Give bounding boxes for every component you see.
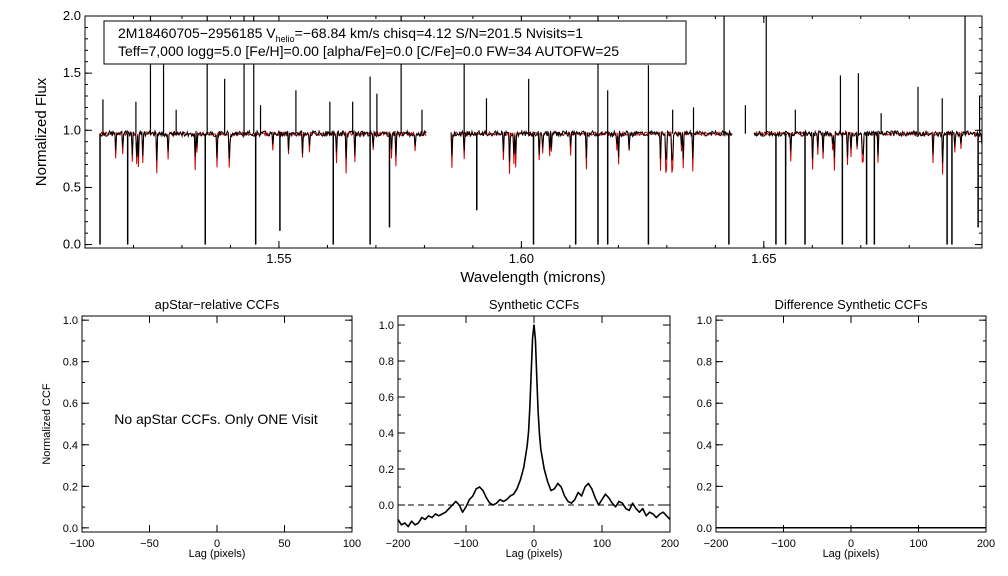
difference-ccf-axes-frame [715,315,987,533]
difference-ccf-y-tick-label: 0.8 [697,357,712,369]
synthetic-ccf-x-tick-label: 0 [531,538,537,550]
spectrum-y-tick-label: 1.5 [63,65,81,80]
synthetic-ccf-y-tick-label: 0.6 [379,392,394,404]
synthetic-ccf-panel: −200 −100 0 100 200 0.0 0.2 0.4 0.6 0.8 1.0 Synthe… [379,297,679,560]
spectrum-y-axis-label: Normalized Flux [33,77,50,186]
synthetic-ccf-axes-frame [397,315,671,533]
spectrum-x-axis-label: Wavelength (microns) [460,269,605,286]
spectrum-y-tick-label: 2.0 [63,8,81,23]
apstar-ccf-x-tick-label: 100 [343,538,361,550]
spectrum-x-tick-label: 1.55 [266,251,291,266]
difference-ccf-x-tick-label: −200 [704,538,729,550]
apstar-ccf-x-axis-label: Lag (pixels) [189,548,246,560]
model-spectrum-line [99,130,427,174]
apstar-ccf-y-tick-label: 0.8 [63,357,78,369]
synthetic-ccf-x-axis-label: Lag (pixels) [506,548,563,560]
spectrum-x-tick-label: 1.65 [751,251,776,266]
spectrum-y-tick-label: 0.5 [63,179,81,194]
difference-ccf-y-tick-label: 0.2 [697,481,712,493]
spectrum-axes-frame [84,15,983,249]
difference-ccf-x-axis-label: Lag (pixels) [823,548,880,560]
difference-ccf-title: Difference Synthetic CCFs [775,297,928,312]
spectrum-x-tick-label: 1.60 [509,251,534,266]
synthetic-ccf-y-tick-label: 0.0 [379,500,394,512]
info-box [103,20,687,65]
difference-ccf-x-tick-label: −100 [771,538,796,550]
difference-ccf-y-tick-label: 0.0 [697,523,712,535]
apstar-ccf-y-tick-label: 0.2 [63,481,78,493]
difference-ccf-y-tick-label: 1.0 [697,315,712,327]
synthetic-ccf-x-tick-label: 100 [593,538,611,550]
apstar-ccf-x-tick-label: −100 [70,538,95,550]
observed-spectrum-line [450,129,733,162]
apstar-ccf-y-tick-label: 0.0 [63,523,78,535]
model-spectrum-line [450,130,733,174]
difference-ccf-panel: −200 −100 0 100 200 0.0 0.2 0.4 0.6 0.8 1.0 Differ… [697,297,995,560]
difference-ccf-y-tick-label: 0.4 [697,440,712,452]
apstar-ccf-title: apStar−relative CCFs [155,297,280,312]
spectrum-panel: 1.55 1.60 1.65 0.0 0.5 1.0 1.5 2.0 2M18460705−2… [33,8,983,286]
apstar-ccf-ticks: −100 −50 0 50 100 0.0 0.2 0.4 0.6 0.8 1.0 [63,315,361,550]
synthetic-ccf-y-tick-label: 1.0 [379,320,394,332]
no-apstar-ccf-note: No apStar CCFs. Only ONE Visit [114,411,318,427]
synthetic-ccf-x-tick-label: −200 [386,538,411,550]
apstar-ccf-y-tick-label: 1.0 [63,315,78,327]
difference-ccf-x-tick-label: 200 [977,538,995,550]
synthetic-ccf-plot-area [397,324,671,528]
spectrum-ticks: 1.55 1.60 1.65 0.0 0.5 1.0 1.5 2.0 [63,8,982,266]
apstar-ccf-y-tick-label: 0.6 [63,398,78,410]
apstar-ccf-x-tick-label: −50 [140,538,159,550]
synthetic-ccf-y-tick-label: 0.4 [379,428,394,440]
apstar-ccf-y-tick-label: 0.4 [63,440,78,452]
difference-ccf-ticks: −200 −100 0 100 200 0.0 0.2 0.4 0.6 0.8 1.0 [697,315,995,550]
info-line-2: Teff=7,000 logg=5.0 [Fe/H]=0.00 [alpha/F… [118,43,619,59]
synthetic-ccf-line [397,324,671,528]
synthetic-ccf-y-tick-label: 0.2 [379,464,394,476]
spectrum-y-tick-label: 0.0 [63,237,81,252]
apstar-ccf-x-tick-label: 50 [278,538,290,550]
synthetic-ccf-x-tick-label: −100 [454,538,479,550]
synthetic-ccf-title: Synthetic CCFs [489,297,580,312]
observed-spectrum-line [99,129,427,161]
apstar-ccf-y-axis-label: Normalized CCF [41,383,53,465]
difference-ccf-y-tick-label: 0.6 [697,398,712,410]
apstar-ccf-panel: −100 −50 0 50 100 0.0 0.2 0.4 0.6 0.8 1.0 apStar−r… [41,297,361,560]
difference-ccf-x-tick-label: 0 [848,538,854,550]
synthetic-ccf-x-tick-label: 200 [661,538,679,550]
observed-spectrum-line [753,129,983,163]
spectrum-y-tick-label: 1.0 [63,122,81,137]
info-line-1: 2M18460705−2956185 Vhelio=−68.84 km/s ch… [118,25,583,44]
synthetic-ccf-y-tick-label: 0.8 [379,356,394,368]
difference-ccf-x-tick-label: 100 [909,538,927,550]
apstar-ccf-x-tick-label: 0 [214,538,220,550]
synthetic-ccf-ticks: −200 −100 0 100 200 0.0 0.2 0.4 0.6 0.8 1.0 [379,316,679,550]
